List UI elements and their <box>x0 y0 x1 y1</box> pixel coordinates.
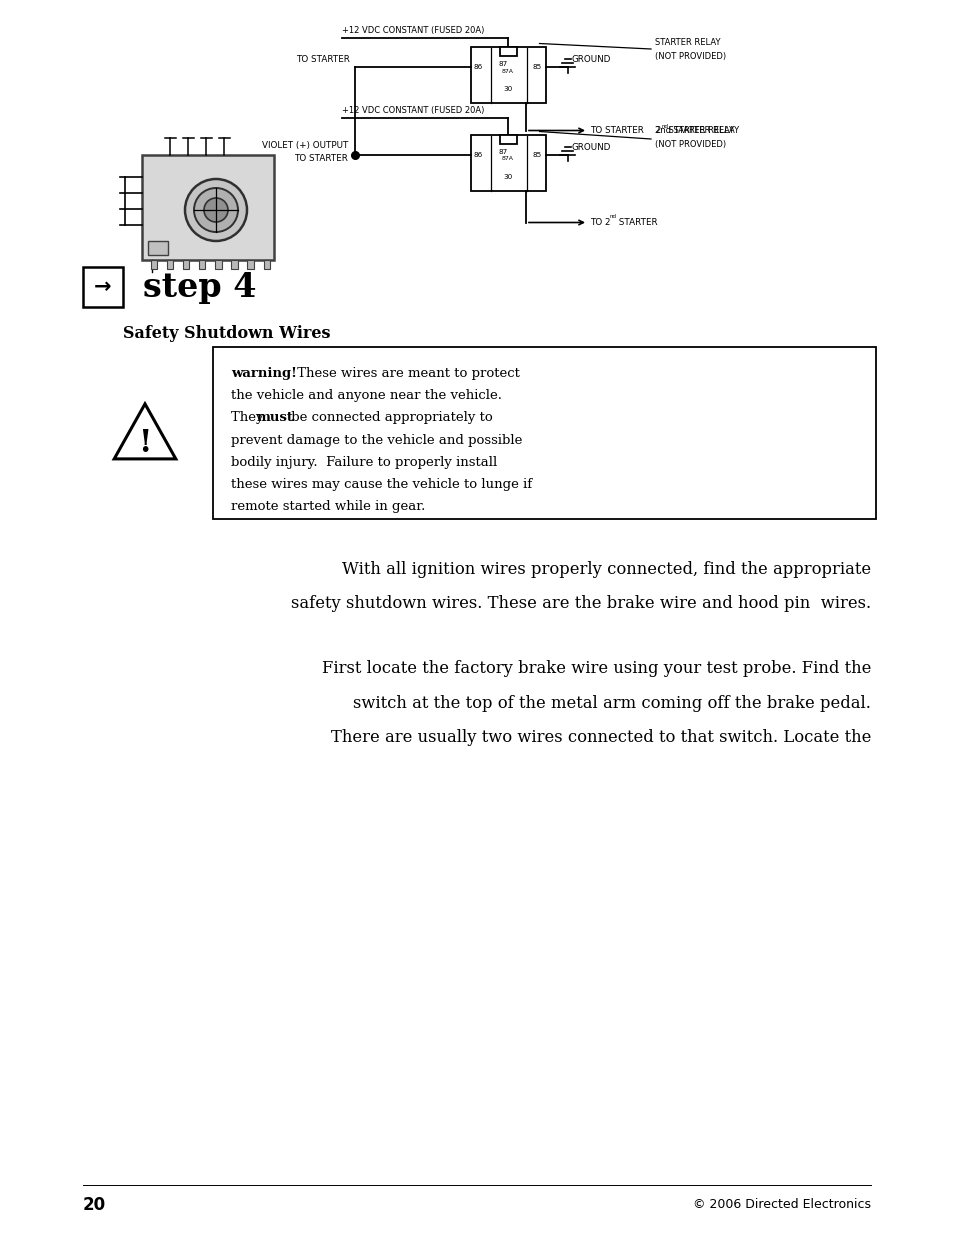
Text: warning!: warning! <box>231 367 296 380</box>
Bar <box>247 259 253 268</box>
Text: !: ! <box>138 429 152 459</box>
Text: These wires are meant to protect: These wires are meant to protect <box>293 367 519 380</box>
Text: STARTER RELAY: STARTER RELAY <box>666 126 734 135</box>
Text: They: They <box>231 411 268 425</box>
Text: With all ignition wires properly connected, find the appropriate: With all ignition wires properly connect… <box>341 561 870 578</box>
Text: 87: 87 <box>497 148 507 154</box>
Text: 87A: 87A <box>501 68 514 74</box>
Text: 2nd STARTER RELAY: 2nd STARTER RELAY <box>655 126 739 135</box>
Text: 85: 85 <box>533 64 541 70</box>
Bar <box>470 47 545 103</box>
Bar <box>263 259 270 268</box>
Text: nd: nd <box>609 214 617 219</box>
Text: 87: 87 <box>497 61 507 67</box>
Text: remote started while in gear.: remote started while in gear. <box>231 500 425 514</box>
Bar <box>167 259 172 268</box>
Text: Safety Shutdown Wires: Safety Shutdown Wires <box>123 325 330 342</box>
Text: 30: 30 <box>502 86 512 91</box>
Text: step 4: step 4 <box>143 270 256 304</box>
Bar <box>499 136 516 144</box>
Bar <box>183 259 189 268</box>
Text: TO STARTER: TO STARTER <box>295 56 350 64</box>
Text: First locate the factory brake wire using your test probe. Find the: First locate the factory brake wire usin… <box>321 659 870 677</box>
Text: There are usually two wires connected to that switch. Locate the: There are usually two wires connected to… <box>331 729 870 746</box>
Bar <box>151 259 157 268</box>
Circle shape <box>185 179 247 241</box>
Bar <box>214 259 221 268</box>
Bar <box>142 154 274 259</box>
Text: TO STARTER: TO STARTER <box>589 126 643 135</box>
Text: →: → <box>94 277 112 296</box>
Text: (NOT PROVIDED): (NOT PROVIDED) <box>655 140 725 149</box>
Text: these wires may cause the vehicle to lunge if: these wires may cause the vehicle to lun… <box>231 478 532 492</box>
Text: GROUND: GROUND <box>571 56 610 64</box>
Circle shape <box>204 198 228 222</box>
Text: must: must <box>256 411 294 425</box>
Text: STARTER RELAY: STARTER RELAY <box>655 38 720 47</box>
Bar <box>231 259 237 268</box>
Text: prevent damage to the vehicle and possible: prevent damage to the vehicle and possib… <box>231 433 522 447</box>
Text: STARTER: STARTER <box>616 219 658 227</box>
Bar <box>148 242 168 254</box>
Text: +12 VDC CONSTANT (FUSED 20A): +12 VDC CONSTANT (FUSED 20A) <box>341 106 484 115</box>
Text: bodily injury.  Failure to properly install: bodily injury. Failure to properly insta… <box>231 456 497 469</box>
Text: the vehicle and anyone near the vehicle.: the vehicle and anyone near the vehicle. <box>231 389 501 403</box>
Bar <box>470 136 545 190</box>
Text: TO 2: TO 2 <box>589 219 610 227</box>
Text: © 2006 Directed Electronics: © 2006 Directed Electronics <box>692 1198 870 1212</box>
Text: +12 VDC CONSTANT (FUSED 20A): +12 VDC CONSTANT (FUSED 20A) <box>341 26 484 35</box>
Text: 87A: 87A <box>501 157 514 162</box>
Text: 86: 86 <box>474 152 482 158</box>
Text: VIOLET (+) OUTPUT: VIOLET (+) OUTPUT <box>261 141 348 149</box>
Bar <box>199 259 205 268</box>
Text: (NOT PROVIDED): (NOT PROVIDED) <box>655 52 725 61</box>
Bar <box>499 47 516 56</box>
Text: 30: 30 <box>502 174 512 180</box>
Circle shape <box>193 188 237 232</box>
Text: 85: 85 <box>533 152 541 158</box>
Text: 86: 86 <box>474 64 482 70</box>
Text: TO STARTER: TO STARTER <box>294 154 348 163</box>
Text: switch at the top of the metal arm coming off the brake pedal.: switch at the top of the metal arm comin… <box>353 694 870 711</box>
Text: GROUND: GROUND <box>571 143 610 152</box>
Text: be connected appropriately to: be connected appropriately to <box>287 411 493 425</box>
Text: 2: 2 <box>655 126 659 135</box>
Bar <box>213 347 875 519</box>
Text: nd: nd <box>660 124 667 128</box>
Text: safety shutdown wires. These are the brake wire and hood pin  wires.: safety shutdown wires. These are the bra… <box>291 595 870 613</box>
Text: 20: 20 <box>83 1195 106 1214</box>
Bar <box>83 267 123 308</box>
Polygon shape <box>114 404 175 459</box>
